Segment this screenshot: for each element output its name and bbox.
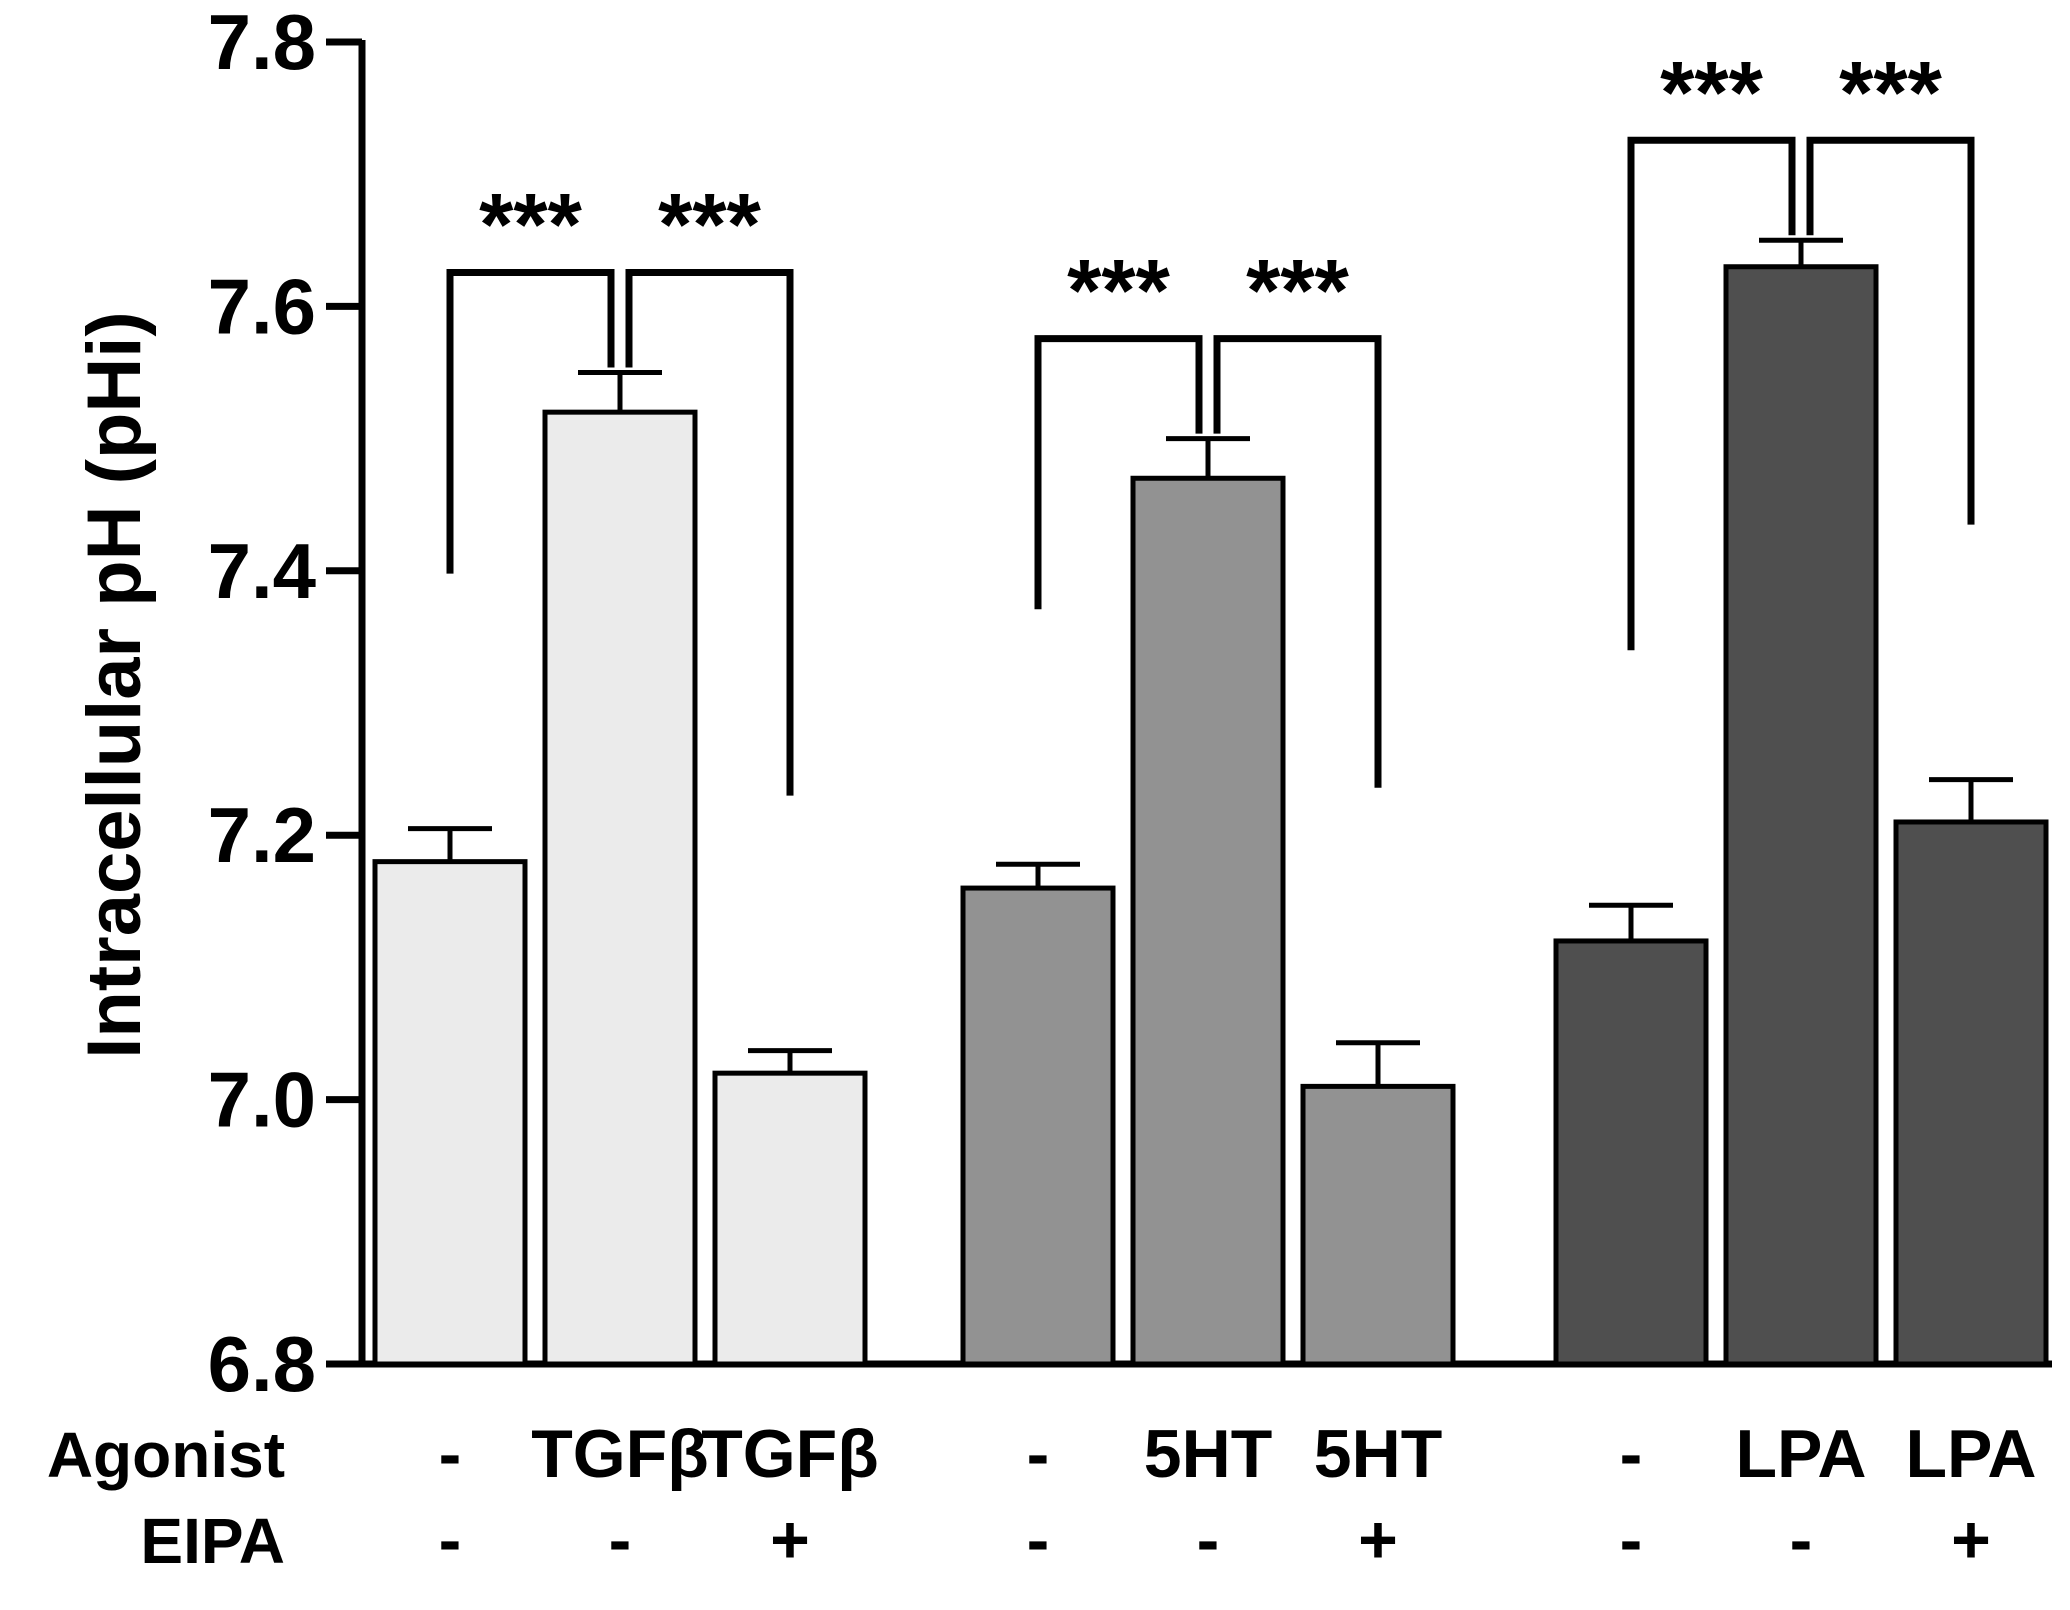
bar — [1300, 1083, 1456, 1367]
bar — [1553, 938, 1709, 1367]
bars — [372, 237, 2049, 1367]
y-tick-label: 7.4 — [208, 527, 316, 615]
bar — [960, 885, 1116, 1367]
eipa-row-label: EIPA — [140, 1505, 285, 1577]
agonist-label: - — [1027, 1416, 1050, 1492]
significance-label: *** — [1660, 42, 1763, 141]
agonist-label: TGFβ — [701, 1416, 878, 1492]
agonist-label: LPA — [1906, 1416, 2037, 1492]
bar — [1723, 264, 1879, 1367]
y-tick-label: 7.6 — [208, 262, 316, 350]
significance-brackets: *** *** *** *** *** *** — [446, 42, 1975, 796]
eipa-label: + — [770, 1502, 810, 1578]
bar — [1130, 475, 1286, 1367]
agonist-label: TGFβ — [531, 1416, 708, 1492]
significance-label: *** — [1246, 241, 1349, 340]
significance-bracket — [446, 269, 615, 574]
eipa-label: - — [1620, 1502, 1643, 1578]
significance-bracket — [1034, 335, 1203, 610]
significance-label: *** — [1067, 241, 1170, 340]
bar — [542, 409, 698, 1367]
y-tick-label: 7.2 — [208, 791, 316, 879]
eipa-label: - — [609, 1502, 632, 1578]
agonist-label: - — [1620, 1416, 1643, 1492]
eipa-label: - — [1790, 1502, 1813, 1578]
significance-label: *** — [658, 175, 761, 274]
eipa-label: - — [1027, 1502, 1050, 1578]
agonist-row-label: Agonist — [47, 1419, 285, 1491]
eipa-label: - — [439, 1502, 462, 1578]
significance-bracket — [1627, 136, 1796, 651]
significance-bracket — [625, 269, 794, 796]
y-tick-label: 7.8 — [208, 0, 316, 86]
y-tick-label: 6.8 — [208, 1320, 316, 1408]
category-labels: AgonistEIPA--TGFβ-TGFβ+--5HT-5HT+--LPA-L… — [47, 1416, 2037, 1578]
eipa-label: - — [1197, 1502, 1220, 1578]
y-axis-title: Intracellular pH (pHi) — [72, 311, 157, 1058]
significance-bracket — [1806, 136, 1975, 525]
significance-label: *** — [1839, 42, 1942, 141]
bar — [712, 1070, 868, 1367]
agonist-label: - — [439, 1416, 462, 1492]
eipa-label: + — [1951, 1502, 1991, 1578]
eipa-label: + — [1358, 1502, 1398, 1578]
bar — [1893, 819, 2049, 1367]
agonist-label: LPA — [1736, 1416, 1867, 1492]
y-axis: 6.8 7.0 7.2 7.4 7.6 7.8 Intracellular pH (pHi) — [72, 0, 2052, 1408]
bar — [372, 859, 528, 1367]
significance-label: *** — [479, 175, 582, 274]
agonist-label: 5HT — [1144, 1416, 1272, 1492]
agonist-label: 5HT — [1314, 1416, 1442, 1492]
y-tick-label: 7.0 — [208, 1056, 316, 1144]
significance-bracket — [1213, 335, 1382, 788]
